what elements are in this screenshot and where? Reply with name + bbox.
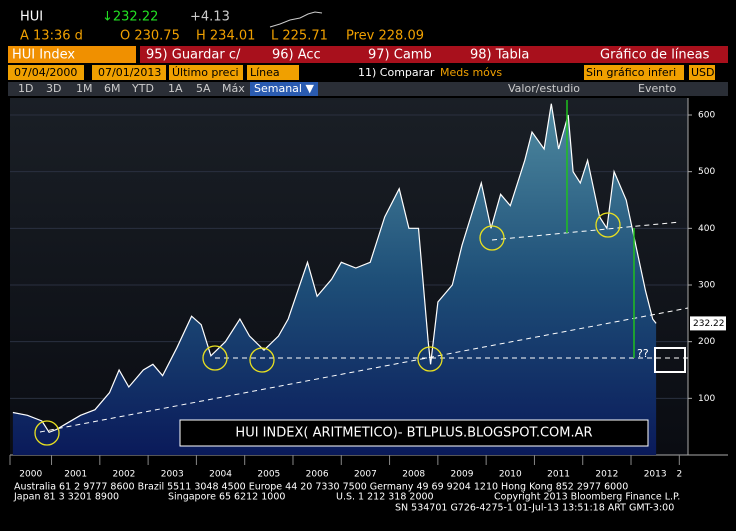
- last-price-box: [690, 316, 726, 331]
- x-tick-label: 2010: [499, 470, 522, 480]
- area: [12, 103, 657, 455]
- circle-mark: [595, 212, 621, 238]
- x-tick-label: 2006: [306, 470, 329, 480]
- style-box[interactable]: [247, 65, 299, 80]
- marker-text: ??: [637, 347, 649, 360]
- footer-line: Singapore 65 6212 1000: [168, 492, 285, 503]
- open: O 230.75: [120, 29, 180, 44]
- period-button[interactable]: YTD: [131, 82, 154, 95]
- footer-line: U.S. 1 212 318 2000: [336, 492, 434, 503]
- x-tick-label: 2003: [161, 470, 184, 480]
- high: H 234.01: [196, 29, 255, 44]
- low: L 225.71: [271, 29, 328, 44]
- annotation-box: [179, 419, 649, 447]
- circle-mark: [479, 225, 505, 251]
- currency[interactable]: USD: [691, 66, 715, 79]
- menu-actions[interactable]: 96) Acc: [272, 48, 321, 63]
- prev: Prev 228.09: [346, 29, 424, 44]
- menu-table[interactable]: 98) Tabla: [470, 48, 529, 63]
- y-tick-label: 100: [698, 394, 715, 404]
- last-price: ↓232.22: [102, 10, 158, 25]
- study[interactable]: Valor/estudio: [508, 82, 580, 95]
- start-field[interactable]: [8, 65, 84, 80]
- period-button[interactable]: 3D: [46, 82, 61, 95]
- x-tick-label: 2: [676, 470, 682, 480]
- annotation: HUI INDEX( ARITMETICO)- BTLPLUS.BLOGSPOT…: [235, 426, 592, 441]
- event[interactable]: Evento: [638, 82, 677, 95]
- footer-line: Australia 61 2 9777 8600 Brazil 5511 304…: [14, 482, 628, 493]
- x-tick-label: 2005: [257, 470, 280, 480]
- x-tick-label: 2009: [451, 470, 474, 480]
- neck-line: [491, 221, 681, 241]
- lower-chart[interactable]: Sin gráfico inferi: [586, 66, 676, 79]
- x-tick-label: 2011: [547, 470, 570, 480]
- period-button[interactable]: 6M: [104, 82, 121, 95]
- security[interactable]: HUI Index: [12, 48, 75, 63]
- start-date[interactable]: 07/04/2000: [14, 66, 77, 79]
- y-tick-label: 600: [698, 111, 715, 121]
- last-price-label: 232.22: [693, 319, 725, 329]
- x-tick-label: 2007: [354, 470, 377, 480]
- menu-change[interactable]: 97) Camb: [368, 48, 432, 63]
- footer-line: Japan 81 3 3201 8900: [13, 492, 119, 503]
- footer-line: Copyright 2013 Bloomberg Finance L.P.: [494, 492, 680, 503]
- time: A 13:36 d: [20, 29, 83, 44]
- field-box[interactable]: [169, 65, 243, 80]
- x-tick-label: 2013: [644, 470, 667, 480]
- menu-bar: [140, 46, 728, 63]
- currency-box[interactable]: [689, 65, 715, 80]
- price-line: [12, 103, 657, 434]
- circle-mark: [249, 347, 275, 373]
- x-tick-label: 2008: [402, 470, 425, 480]
- y-tick-label: 400: [698, 224, 715, 234]
- chart-kind: Gráfico de líneas: [600, 48, 710, 63]
- period-bar: [8, 82, 728, 96]
- period-button[interactable]: Máx: [222, 82, 245, 95]
- circle-mark: [202, 345, 228, 371]
- x-tick-label: 2001: [64, 470, 87, 480]
- target-box: [654, 347, 686, 373]
- period-button[interactable]: 1A: [168, 82, 183, 95]
- circle-mark: [34, 420, 60, 446]
- y-tick-label: 500: [698, 167, 715, 177]
- ticker: HUI: [20, 10, 43, 25]
- x-tick-label: 2012: [595, 470, 618, 480]
- x-tick-label: 2004: [209, 470, 232, 480]
- field[interactable]: Último preci: [172, 66, 239, 79]
- y-tick-label: 300: [698, 281, 715, 291]
- period-button[interactable]: 5A: [196, 82, 211, 95]
- period-button[interactable]: 1D: [18, 82, 33, 95]
- end-field[interactable]: [92, 65, 166, 80]
- compare[interactable]: 11) Comparar: [358, 66, 435, 79]
- circle-mark: [417, 346, 443, 372]
- frequency-box[interactable]: [250, 82, 318, 96]
- style[interactable]: Línea: [250, 66, 280, 79]
- y-tick-label: 200: [698, 337, 715, 347]
- footer-line: SN 534701 G726-4275-1 01-Jul-13 13:51:18…: [395, 503, 674, 514]
- lower-box[interactable]: [584, 65, 684, 80]
- sparkline: [269, 11, 323, 28]
- net-change: +4.13: [190, 10, 230, 25]
- trend-line: [39, 307, 689, 433]
- x-tick-label: 2000: [19, 470, 42, 480]
- security-box[interactable]: [8, 46, 136, 63]
- moving-averages[interactable]: Meds móvs: [440, 66, 502, 79]
- frequency[interactable]: Semanal ▼: [254, 82, 314, 95]
- x-tick-label: 2002: [113, 470, 136, 480]
- period-button[interactable]: 1M: [76, 82, 93, 95]
- menu-save[interactable]: 95) Guardar c/: [146, 48, 241, 63]
- end-date[interactable]: 07/01/2013: [98, 66, 161, 79]
